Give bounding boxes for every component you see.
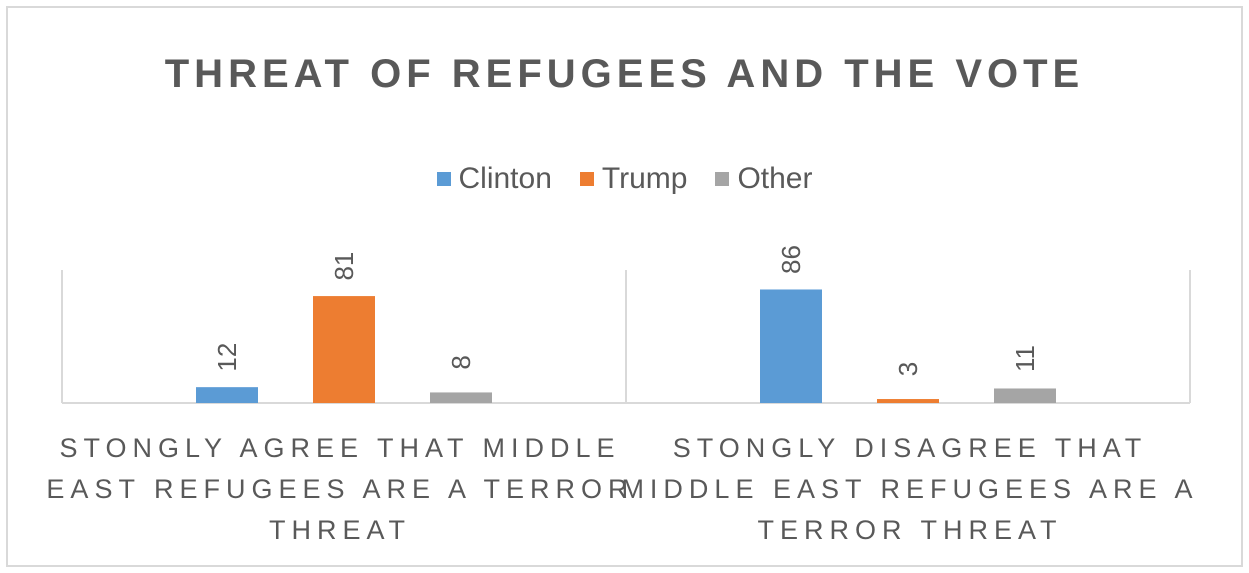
- category-label-disagree: STONGLY DISAGREE THAT MIDDLE EAST REFUGE…: [610, 428, 1210, 551]
- category-label-disagree-line-3: TERROR THREAT: [757, 515, 1063, 545]
- category-label-agree: STONGLY AGREE THAT MIDDLE EAST REFUGEES …: [40, 428, 640, 551]
- category-label-agree-line-3: THREAT: [269, 515, 411, 545]
- category-label-agree-line-1: STONGLY AGREE THAT MIDDLE: [59, 433, 621, 463]
- legend-swatch-trump: [579, 172, 594, 186]
- bar-clinton-0: [196, 387, 258, 403]
- data-label-clinton-1: 86: [776, 245, 806, 274]
- bar-trump-0: [313, 296, 375, 403]
- data-label-other-1: 11: [1010, 345, 1040, 372]
- legend-item-clinton: Clinton: [436, 162, 552, 196]
- chart-frame: [6, 6, 1243, 567]
- bar-clinton-1: [760, 289, 822, 403]
- legend-swatch-other: [715, 172, 730, 186]
- category-label-disagree-line-1: STONGLY DISAGREE THAT: [672, 433, 1148, 463]
- legend-label-clinton: Clinton: [458, 162, 552, 195]
- legend-label-other: Other: [737, 162, 813, 195]
- bar-trump-1: [877, 399, 939, 403]
- category-label-disagree-line-2: MIDDLE EAST REFUGEES ARE A: [621, 474, 1199, 504]
- data-label-clinton-0: 12: [212, 343, 242, 372]
- data-label-other-0: 8: [446, 355, 476, 369]
- legend-label-trump: Trump: [601, 162, 688, 195]
- bar-other-0: [430, 392, 492, 403]
- legend-item-trump: Trump: [579, 162, 688, 196]
- bar-other-1: [994, 388, 1056, 403]
- data-label-trump-1: 3: [893, 362, 923, 376]
- category-label-agree-line-2: EAST REFUGEES ARE A TERROR: [46, 474, 634, 504]
- legend: Clinton Trump Other: [0, 162, 1249, 196]
- legend-swatch-clinton: [436, 172, 451, 186]
- chart-title: THREAT OF REFUGEES AND THE VOTE: [164, 52, 1085, 96]
- legend-item-other: Other: [715, 162, 812, 196]
- data-label-trump-0: 81: [329, 252, 359, 281]
